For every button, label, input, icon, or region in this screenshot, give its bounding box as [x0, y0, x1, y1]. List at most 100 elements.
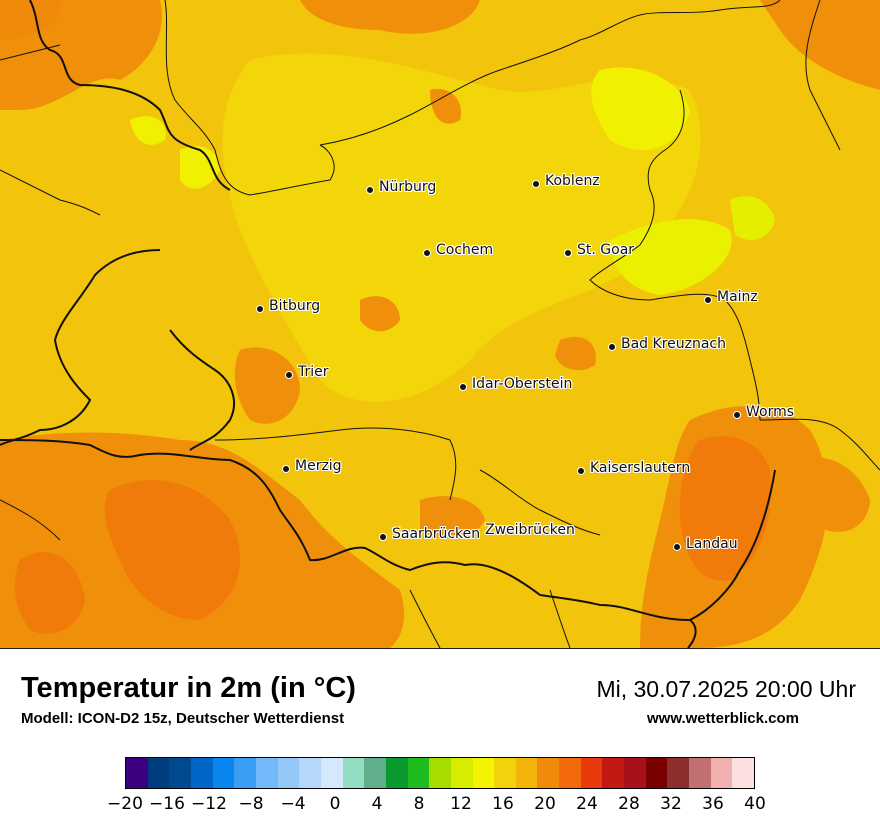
city-name: Merzig — [295, 458, 342, 474]
city-dot — [608, 343, 616, 351]
colorbar-segment — [537, 758, 560, 788]
city-name: Worms — [746, 404, 795, 420]
colorbar-tick-label: −16 — [149, 794, 185, 814]
colorbar-segment — [494, 758, 516, 788]
temperature-zone-cool — [610, 219, 732, 295]
city-dot — [564, 249, 572, 257]
city-name: Nürburg — [379, 179, 437, 195]
city-name: Mainz — [717, 289, 758, 305]
colorbar-segment — [732, 758, 755, 788]
valid-datetime: Mi, 30.07.2025 20:00 Uhr — [596, 676, 856, 702]
map-canvas — [0, 0, 880, 648]
city-name: Saarbrücken — [392, 526, 481, 542]
colorbar-segment — [580, 758, 603, 788]
colorbar-segment — [190, 758, 213, 788]
city-name: Bad Kreuznach — [621, 336, 727, 352]
temperature-zone-warm — [555, 336, 596, 371]
city-dot — [704, 296, 712, 304]
colorbar-segment — [320, 758, 343, 788]
temperature-colorbar — [125, 757, 755, 789]
colorbar-segment — [429, 758, 451, 788]
city-dot — [256, 305, 264, 313]
map-title: Temperatur in 2m (in °C) — [21, 672, 356, 704]
national-borders — [0, 0, 776, 648]
colorbar-tick-label: −12 — [191, 794, 227, 814]
city-name: Kaiserslautern — [590, 460, 691, 476]
city-name: St. Goar — [577, 242, 635, 258]
temperature-zone-cool — [591, 67, 690, 150]
city-dot — [282, 465, 290, 473]
temperature-zone-cool — [730, 196, 775, 240]
colorbar-segment — [234, 758, 256, 788]
city-dot — [577, 467, 585, 475]
colorbar-tick-label: 0 — [329, 794, 341, 814]
city-name: Cochem — [436, 242, 494, 258]
colorbar-tick-label: 32 — [660, 794, 682, 814]
colorbar-tick-label: −20 — [107, 794, 143, 814]
city-dot — [673, 543, 681, 551]
colorbar-segment — [385, 758, 408, 788]
temperature-zone-warm — [798, 457, 870, 532]
colorbar-tick-label: 28 — [618, 794, 640, 814]
colorbar-segment — [147, 758, 170, 788]
colorbar-segment — [667, 758, 690, 788]
colorbar-segment — [342, 758, 365, 788]
website-link[interactable]: www.wetterblick.com — [647, 710, 799, 727]
model-source: Modell: ICON-D2 15z, Deutscher Wetterdie… — [21, 710, 345, 727]
temperature-zone-warm — [430, 89, 461, 124]
colorbar-segment — [169, 758, 191, 788]
temperature-zone-cool — [130, 116, 166, 145]
colorbar-tick-label: −4 — [280, 794, 306, 814]
temperature-zone-warm — [234, 347, 300, 424]
temperature-zone-hot — [14, 552, 85, 634]
colorbar-tick-label: 8 — [413, 794, 425, 814]
city-dot — [379, 533, 387, 541]
colorbar-ticks: −20 −16 −12 −8 −4 0 4 8 12 16 20 24 28 32 36 40 — [107, 794, 766, 816]
city-name: Bitburg — [269, 298, 321, 314]
temperature-map: Nürburg Koblenz Cochem St. Goar Bitburg Mainz… — [0, 0, 880, 649]
colorbar-segment — [624, 758, 646, 788]
temperature-zone-warm — [760, 0, 880, 90]
colorbar-segment — [450, 758, 473, 788]
city-dot — [366, 186, 374, 194]
city-name: Trier — [298, 364, 329, 380]
temperature-zone-hot — [104, 480, 240, 620]
colorbar-segment — [645, 758, 668, 788]
colorbar-segment — [277, 758, 300, 788]
colorbar-tick-label: 12 — [450, 794, 472, 814]
colorbar-segment — [364, 758, 386, 788]
temperature-zone-warm — [0, 0, 62, 40]
city-name: Idar-Oberstein — [472, 376, 573, 392]
city-name: Zweibrücken — [485, 522, 575, 538]
city-name: Koblenz — [545, 173, 600, 189]
colorbar-tick-label: 4 — [371, 794, 383, 814]
city-dot — [459, 383, 467, 391]
colorbar-tick-label: 36 — [702, 794, 724, 814]
colorbar-segment — [255, 758, 278, 788]
city-dot — [285, 371, 293, 379]
temperature-zone-warm — [360, 296, 400, 332]
colorbar-tick-label: −8 — [238, 794, 264, 814]
colorbar-segment — [710, 758, 733, 788]
city-name: Landau — [686, 536, 738, 552]
colorbar-segment — [407, 758, 430, 788]
colorbar-segment — [472, 758, 495, 788]
city-dot — [532, 180, 540, 188]
state-borders — [0, 0, 880, 648]
colorbar-segment — [602, 758, 625, 788]
temperature-zone-cool — [180, 146, 220, 189]
colorbar-segment — [689, 758, 711, 788]
colorbar-tick-label: 24 — [576, 794, 598, 814]
colorbar-tick-label: 16 — [492, 794, 514, 814]
colorbar-segment — [559, 758, 581, 788]
temperature-zone-warm — [300, 0, 480, 34]
colorbar-segment — [126, 758, 148, 788]
temperature-zone-warm — [420, 496, 485, 539]
colorbar-tick-label: 20 — [534, 794, 556, 814]
city-dot — [733, 411, 741, 419]
city-dot — [423, 249, 431, 257]
colorbar-tick-label: 40 — [744, 794, 766, 814]
colorbar-segment — [212, 758, 235, 788]
colorbar-segment — [515, 758, 538, 788]
temperature-zone-hot — [679, 436, 771, 581]
